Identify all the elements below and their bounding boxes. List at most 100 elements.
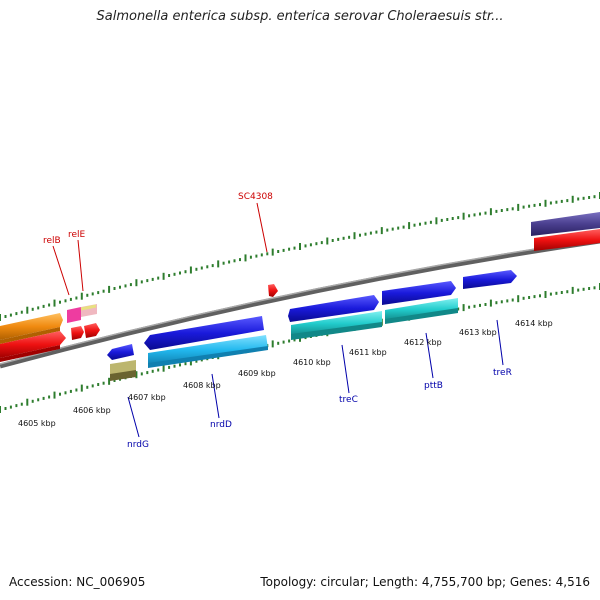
major-tick xyxy=(435,217,438,225)
major-tick xyxy=(53,299,56,307)
minor-tick xyxy=(195,267,198,271)
minor-tick xyxy=(424,221,427,225)
minor-tick xyxy=(320,241,323,245)
major-tick xyxy=(217,260,220,268)
major-tick xyxy=(244,254,247,262)
minor-tick xyxy=(266,252,269,256)
major-tick xyxy=(571,195,574,203)
minor-tick xyxy=(91,384,94,388)
minor-tick xyxy=(140,372,143,376)
minor-tick xyxy=(31,307,34,311)
major-tick xyxy=(271,340,274,348)
minor-tick xyxy=(479,303,481,307)
map-title: Salmonella enterica subsp. enterica sero… xyxy=(96,9,504,24)
minor-tick xyxy=(42,304,45,308)
cds-pttB[interactable] xyxy=(385,298,458,324)
major-tick xyxy=(517,203,520,211)
cds-nrdG[interactable] xyxy=(107,344,134,360)
minor-tick xyxy=(113,287,116,290)
minor-tick xyxy=(173,272,176,276)
cds-sc4308[interactable] xyxy=(268,284,278,297)
minor-tick xyxy=(42,396,45,400)
minor-tick xyxy=(140,280,143,284)
minor-tick xyxy=(304,244,307,248)
cds-lightblue[interactable] xyxy=(148,335,268,368)
minor-tick xyxy=(157,276,160,280)
minor-tick xyxy=(277,250,280,253)
minor-tick xyxy=(64,391,67,395)
minor-tick xyxy=(282,248,285,252)
minor-tick xyxy=(402,225,405,229)
minor-tick xyxy=(179,363,181,367)
kbp-label: 4608 kbp xyxy=(183,381,221,390)
major-tick xyxy=(26,306,29,314)
minor-tick xyxy=(9,405,12,409)
kbp-label: 4607 kbp xyxy=(128,393,166,402)
cds-relB[interactable] xyxy=(67,304,100,340)
minor-tick xyxy=(484,211,487,215)
minor-tick xyxy=(277,341,280,345)
kbp-label: 4609 kbp xyxy=(238,369,276,378)
minor-tick xyxy=(440,218,443,222)
minor-tick xyxy=(331,239,334,242)
minor-tick xyxy=(560,291,563,294)
cds-red-right[interactable] xyxy=(534,229,600,251)
major-tick xyxy=(571,286,574,294)
minor-tick xyxy=(593,286,596,290)
minor-tick xyxy=(451,217,454,220)
minor-tick xyxy=(577,197,580,201)
gene-label-pttB: pttB xyxy=(424,381,443,391)
label-connectors xyxy=(52,202,504,438)
minor-tick xyxy=(506,208,509,212)
minor-tick xyxy=(31,399,34,403)
minor-tick xyxy=(484,303,487,306)
minor-tick xyxy=(184,270,187,274)
major-tick xyxy=(108,285,111,293)
minor-tick xyxy=(75,296,78,300)
minor-tick xyxy=(157,368,160,372)
major-tick xyxy=(408,222,411,230)
major-tick xyxy=(462,304,465,312)
minor-tick xyxy=(495,209,498,213)
cds-purple-right[interactable] xyxy=(531,212,600,236)
minor-tick xyxy=(359,233,361,237)
minor-tick xyxy=(577,288,580,292)
minor-tick xyxy=(151,277,154,281)
minor-tick xyxy=(69,389,72,393)
minor-tick xyxy=(146,371,149,375)
gene-label-relE: relE xyxy=(68,230,86,240)
minor-tick xyxy=(375,230,378,234)
minor-tick xyxy=(239,258,241,262)
minor-tick xyxy=(369,231,372,235)
minor-tick xyxy=(233,259,236,263)
cds-nrdD[interactable] xyxy=(144,316,264,350)
cds-forward-3[interactable] xyxy=(463,270,517,289)
major-tick xyxy=(0,406,1,413)
minor-tick xyxy=(293,338,296,342)
minor-tick xyxy=(479,212,481,216)
cds-treC[interactable] xyxy=(291,311,382,340)
cds-forward-1[interactable] xyxy=(288,295,379,322)
minor-tick xyxy=(495,301,498,305)
minor-tick xyxy=(206,265,209,269)
cds-orange-left[interactable] xyxy=(0,313,63,344)
inner-tick-track xyxy=(0,283,600,413)
minor-tick xyxy=(282,340,285,344)
kbp-label: 4612 kbp xyxy=(404,338,442,347)
minor-tick xyxy=(566,199,569,203)
gene-label-nrdG: nrdG xyxy=(127,440,149,450)
cds-forward-2[interactable] xyxy=(382,281,456,305)
minor-tick xyxy=(146,279,149,283)
minor-tick xyxy=(539,203,541,207)
major-tick xyxy=(53,391,56,399)
cds-red-left[interactable] xyxy=(0,331,66,362)
minor-tick xyxy=(533,295,536,299)
minor-tick xyxy=(255,254,258,258)
minor-tick xyxy=(560,199,563,203)
minor-tick xyxy=(15,312,18,316)
outer-tick-track xyxy=(0,192,600,321)
minor-tick xyxy=(309,243,312,247)
major-tick xyxy=(380,227,383,235)
major-tick xyxy=(135,279,138,287)
cds-khaki[interactable] xyxy=(110,360,136,381)
